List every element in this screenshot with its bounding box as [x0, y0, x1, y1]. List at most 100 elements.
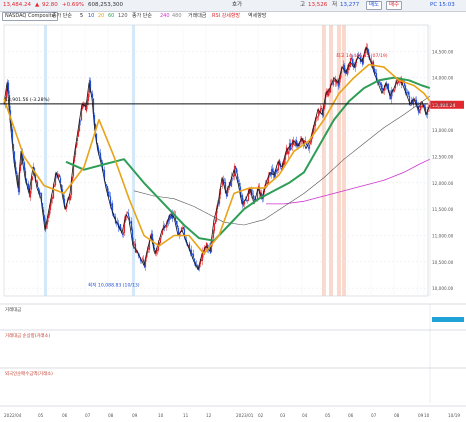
- horizontal-line-label: 13,901.56 (-3.28%): [5, 97, 50, 103]
- candle-body: [326, 91, 329, 96]
- candle-body: [168, 215, 171, 221]
- candle-body: [379, 82, 382, 85]
- ma-label: 종가 단순: [52, 13, 72, 19]
- x-tick-label: 05: [325, 413, 331, 418]
- high-label: 고: [300, 2, 306, 8]
- candle-body: [336, 80, 339, 82]
- y-tick-label: 14,500.00: [432, 49, 454, 54]
- candle-body: [86, 99, 89, 106]
- candle-body: [111, 203, 114, 214]
- candle-body: [158, 242, 161, 245]
- candle-body: [126, 212, 129, 214]
- x-tick-label: 05: [38, 413, 44, 418]
- price-chart[interactable]: 13,901.56 (-3.28%) 최고 14,446.55 (07/19) 최저…: [0, 21, 466, 422]
- candle-body: [247, 189, 250, 201]
- candle-body: [23, 162, 26, 171]
- candle-body: [42, 209, 45, 215]
- current-price-tag-bg: [430, 100, 464, 109]
- candle-body: [58, 174, 61, 177]
- candle-body: [195, 264, 198, 266]
- candle-body: [78, 120, 81, 132]
- candle-body: [232, 174, 235, 178]
- candle-body: [183, 228, 186, 238]
- candle-body: [218, 193, 221, 204]
- candle-body: [65, 204, 68, 209]
- candle-body: [295, 140, 298, 147]
- buy-button[interactable]: 매수: [386, 1, 403, 10]
- candle-body: [245, 200, 248, 201]
- sell-button[interactable]: 매도: [366, 1, 383, 10]
- candle-body: [424, 106, 427, 113]
- candle-body: [22, 158, 25, 161]
- candle-body: [135, 250, 138, 253]
- candle-body: [37, 187, 40, 191]
- candle-body: [262, 190, 265, 199]
- candle-body: [276, 169, 279, 171]
- candle-body: [68, 196, 71, 200]
- candle-body: [7, 82, 10, 94]
- candle-body: [346, 68, 349, 75]
- candle-body: [81, 104, 84, 109]
- band-blue-0: [44, 25, 47, 296]
- ma2-label: 종가 단순: [132, 13, 152, 19]
- candle-body: [307, 146, 310, 149]
- candle-body: [309, 141, 312, 145]
- candle-body: [69, 195, 72, 201]
- candle-body: [92, 98, 95, 115]
- candle-body: [121, 233, 124, 235]
- candle-body: [243, 201, 246, 205]
- candle-body: [97, 147, 100, 153]
- candle-body: [16, 174, 19, 185]
- candle-body: [375, 73, 378, 82]
- low-annotation: 최저 10,088.83 (10/13): [88, 281, 140, 288]
- candle-body: [304, 140, 307, 142]
- candle-body: [169, 216, 172, 219]
- panel-label: 거래대금 순상향(거래소): [5, 332, 51, 339]
- candle-body: [270, 168, 273, 176]
- candle-body: [157, 243, 160, 251]
- candle-body: [50, 198, 53, 203]
- volume-value: 608,253,300: [88, 2, 123, 8]
- ma10-period: 10: [88, 13, 95, 19]
- candle-body: [147, 248, 150, 250]
- y-tick-label: 11,500.00: [432, 207, 454, 212]
- candle-body: [274, 170, 277, 177]
- candle-body: [82, 104, 85, 107]
- candle-body: [153, 247, 156, 250]
- candle-body: [164, 226, 167, 228]
- candle-body: [414, 99, 417, 101]
- panel-label: 외국인순매수금액(거래소): [5, 370, 53, 377]
- symbol-selector[interactable]: NASDAQ Composite: [2, 12, 58, 21]
- y-tick-label: 14,000.00: [432, 76, 454, 81]
- candle-body: [352, 62, 355, 66]
- candle-body: [235, 168, 238, 173]
- candle-body: [423, 105, 426, 108]
- band-red-1: [329, 25, 333, 296]
- x-tick-label: 08: [394, 413, 400, 418]
- y-tick-label: 12,500.00: [432, 155, 454, 160]
- candle-body: [314, 118, 317, 126]
- high-annotation: 최고 14,446.55 (07/19): [336, 52, 388, 59]
- candle-body: [267, 175, 270, 185]
- candle-body: [119, 224, 122, 231]
- y-tick-label: 10,000.00: [432, 286, 454, 291]
- x-tick-label: 10: [158, 413, 164, 418]
- candle-body: [212, 230, 215, 239]
- candle-body: [238, 183, 241, 187]
- candle-body: [278, 159, 281, 165]
- candle-body: [227, 188, 230, 190]
- candle-body: [333, 80, 336, 82]
- candle-body: [283, 158, 286, 165]
- candle-body: [289, 143, 292, 151]
- candle-body: [196, 265, 199, 269]
- candle-body: [315, 117, 318, 119]
- candle-body: [280, 168, 283, 170]
- low-label: 저: [332, 2, 338, 8]
- candle-body: [310, 138, 313, 143]
- candle-body: [313, 125, 316, 127]
- candle-body: [31, 176, 34, 181]
- candle-body: [272, 170, 275, 174]
- candle-body: [273, 173, 276, 178]
- candle-body: [34, 172, 37, 182]
